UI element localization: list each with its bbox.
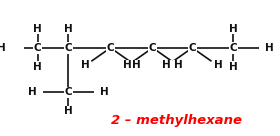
Text: H: H bbox=[33, 24, 42, 34]
Text: H: H bbox=[265, 43, 274, 53]
Text: C: C bbox=[34, 43, 41, 53]
Text: H: H bbox=[64, 106, 73, 116]
Text: H: H bbox=[28, 87, 37, 97]
Text: C: C bbox=[229, 43, 237, 53]
Text: H: H bbox=[132, 60, 141, 70]
Text: 2 – methylhexane: 2 – methylhexane bbox=[111, 114, 242, 127]
Text: H: H bbox=[0, 43, 6, 53]
Text: C: C bbox=[64, 43, 72, 53]
Text: H: H bbox=[100, 87, 108, 97]
Text: H: H bbox=[33, 62, 42, 72]
Text: H: H bbox=[214, 60, 222, 70]
Text: H: H bbox=[81, 60, 89, 70]
Text: C: C bbox=[64, 87, 72, 97]
Text: C: C bbox=[107, 43, 114, 53]
Text: C: C bbox=[149, 43, 157, 53]
Text: H: H bbox=[123, 60, 132, 70]
Text: C: C bbox=[188, 43, 196, 53]
Text: H: H bbox=[64, 24, 73, 34]
Text: H: H bbox=[229, 62, 238, 72]
Text: H: H bbox=[162, 60, 171, 70]
Text: H: H bbox=[174, 60, 183, 70]
Text: H: H bbox=[229, 24, 238, 34]
